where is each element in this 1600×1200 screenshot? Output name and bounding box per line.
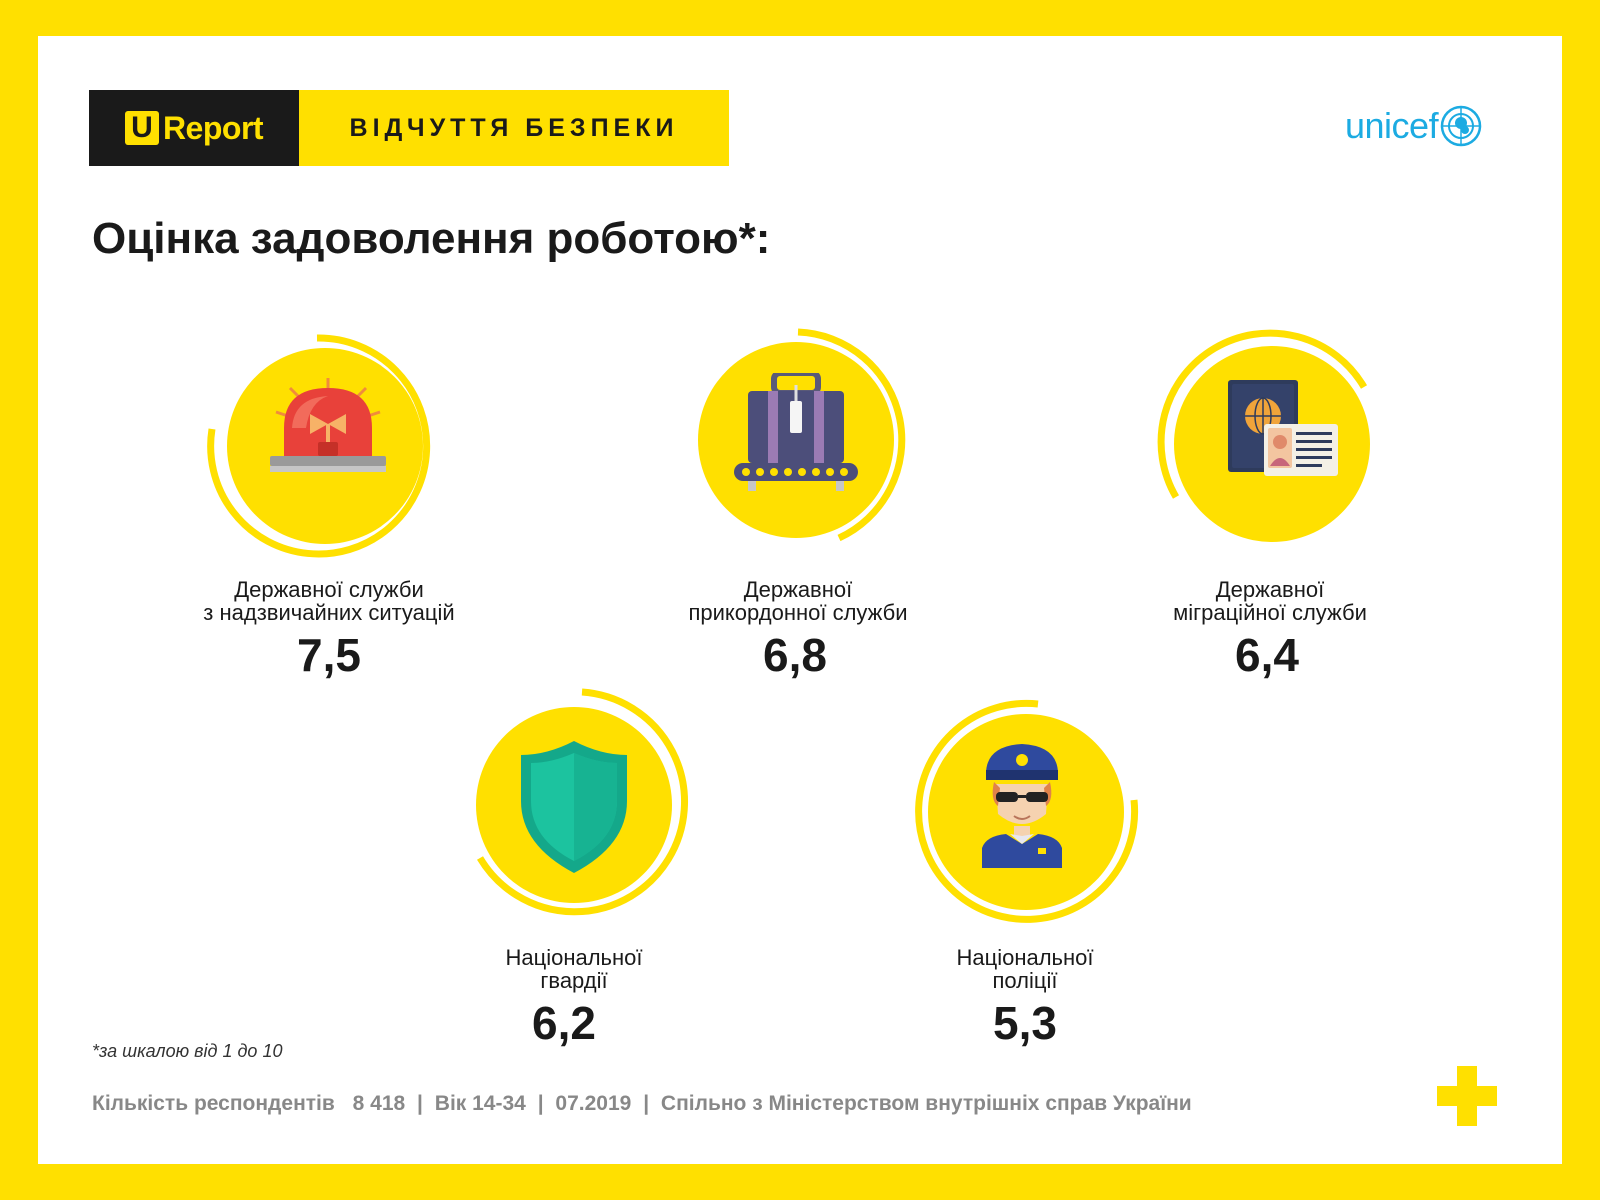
- content-card: [38, 36, 1562, 1164]
- police-officer-icon: [982, 744, 1062, 868]
- rating-label-line2: прикордонної служби: [688, 600, 908, 625]
- rating-label: Національної гвардії: [364, 946, 784, 992]
- ureport-logo-u: U: [124, 111, 159, 145]
- rating-label-line1: Національної: [956, 945, 1094, 970]
- ureport-logo: U Report: [89, 90, 299, 166]
- rating-value: 6,8: [763, 629, 827, 681]
- plus-decoration-icon: [1437, 1066, 1497, 1126]
- footer-info: Кількість респондентів 8 418 | Вік 14-34…: [92, 1092, 1192, 1116]
- rating-label-line2: з надзвичайних ситуацій: [203, 600, 455, 625]
- rating-value: 6,4: [1235, 629, 1299, 681]
- scale-footnote: *за шкалою від 1 до 10: [92, 1041, 283, 1061]
- rating-label-line1: Національної: [505, 945, 643, 970]
- header-banner: ВІДЧУТТЯ БЕЗПЕКИ: [299, 90, 729, 166]
- rating-value: 6,2: [532, 997, 596, 1049]
- rating-value: 7,5: [297, 629, 361, 681]
- rating-label: Національної поліції: [815, 946, 1235, 992]
- rating-label-line2: гвардії: [540, 968, 608, 993]
- shield-icon: [521, 741, 627, 873]
- rating-label-line1: Державної служби: [234, 577, 424, 602]
- rating-label-line2: поліції: [992, 968, 1058, 993]
- rating-label: Державної служби з надзвичайних ситуацій: [119, 578, 539, 624]
- footer-divider: |: [417, 1092, 423, 1115]
- rating-value: 5,3: [993, 997, 1057, 1049]
- unicef-logo-word: unicef: [1345, 105, 1439, 146]
- rating-label: Державної прикордонної служби: [588, 578, 1008, 624]
- age-range: Вік 14-34: [434, 1092, 526, 1115]
- partner-text: Спільно з Міністерством внутрішніх справ…: [660, 1092, 1192, 1115]
- page-title: Оцінка задоволення роботою*:: [92, 214, 771, 263]
- header: U Report ВІДЧУТТЯ БЕЗПЕКИ: [89, 90, 729, 166]
- luggage-conveyor-icon: [734, 373, 858, 491]
- ureport-logo-word: Report: [162, 109, 264, 146]
- siren-icon: [270, 378, 386, 472]
- survey-date: 07.2019: [555, 1092, 632, 1115]
- respondents-value: 8 418: [352, 1092, 406, 1115]
- footer-divider: |: [537, 1092, 544, 1115]
- plus-bar-vertical: [1457, 1066, 1477, 1126]
- unicef-logo: unicef: [1345, 105, 1482, 147]
- rating-label-line1: Державної: [1215, 577, 1325, 602]
- passport-icon: [1228, 380, 1338, 476]
- unicef-emblem-icon: [1440, 105, 1482, 147]
- rating-label: Державної міграційної служби: [1060, 578, 1480, 624]
- rating-label-line2: міграційної служби: [1173, 600, 1367, 625]
- rating-label-line1: Державної: [743, 577, 853, 602]
- footer-divider: |: [643, 1092, 650, 1115]
- respondents-label: Кількість респондентів: [92, 1092, 335, 1115]
